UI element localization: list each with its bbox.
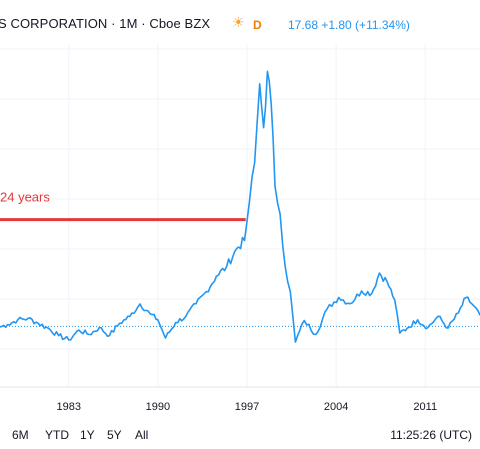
utc-clock: 11:25:26 (UTC) — [390, 428, 472, 442]
price-change-readout: 17.68 +1.80 (+11.34%) — [288, 18, 410, 32]
price-chart[interactable]: 24 years 1983 1990 1997 2004 2011 — [0, 0, 480, 424]
range-button-6m[interactable]: 6M — [12, 428, 29, 442]
x-tick-label: 1983 — [57, 401, 81, 413]
x-axis-ticks: 1983 1990 1997 2004 2011 — [57, 401, 438, 413]
range-bar: 6M YTD 1Y 5Y All 11:25:26 (UTC) — [0, 424, 480, 449]
sun-icon: ☀ — [232, 14, 245, 30]
x-tick-label: 2004 — [324, 401, 348, 413]
annotation-label: 24 years — [0, 190, 50, 205]
chart-header: S CORPORATION · 1M · Cboe BZX ☀ D 17.68 … — [0, 0, 480, 44]
chart-grid — [0, 44, 480, 387]
range-button-all[interactable]: All — [135, 428, 149, 442]
session-badge[interactable]: D — [253, 18, 262, 32]
range-button-5y[interactable]: 5Y — [107, 428, 122, 442]
price-series-line — [0, 70, 480, 343]
range-button-ytd[interactable]: YTD — [45, 428, 69, 442]
x-tick-label: 2011 — [413, 401, 437, 413]
range-button-1y[interactable]: 1Y — [80, 428, 95, 442]
x-tick-label: 1990 — [146, 401, 170, 413]
symbol-title: S CORPORATION · 1M · Cboe BZX — [0, 16, 211, 31]
x-tick-label: 1997 — [235, 401, 259, 413]
